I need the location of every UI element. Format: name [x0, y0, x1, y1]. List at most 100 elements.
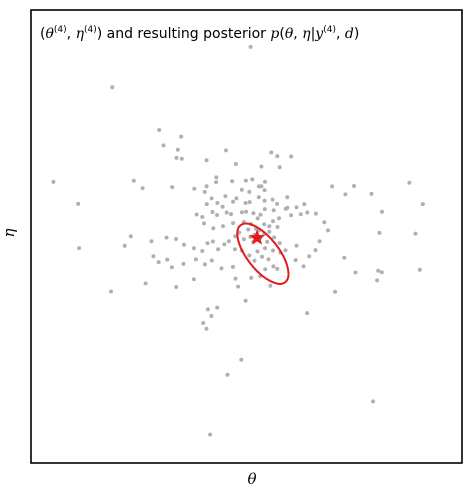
plot-frame: [30, 9, 463, 464]
scatter-point: [76, 201, 81, 206]
scatter-point: [232, 247, 237, 252]
scatter-point: [343, 192, 348, 197]
scatter-point: [205, 307, 210, 312]
scatter-point: [157, 128, 162, 132]
scatter-point: [231, 221, 236, 226]
scatter-point: [267, 229, 272, 234]
scatter-point: [307, 254, 312, 259]
scatter-point: [277, 165, 282, 170]
scatter-point: [413, 231, 418, 236]
scatter-point: [225, 372, 230, 377]
scatter-point: [156, 260, 161, 265]
scatter-point: [244, 209, 249, 214]
scatter-point: [289, 213, 294, 218]
scatter-point: [369, 191, 374, 196]
scatter-point: [193, 257, 198, 262]
scatter-point: [233, 162, 238, 166]
scatter-point: [205, 241, 210, 246]
scatter-point: [352, 184, 356, 188]
scatter-point: [256, 195, 261, 200]
scatter-point: [210, 239, 215, 244]
scatter-point: [164, 235, 169, 240]
scatter-point: [202, 262, 207, 267]
scatter-point: [223, 194, 228, 199]
scatter-point: [243, 178, 248, 183]
scatter-point: [250, 177, 255, 182]
scatter-point: [272, 235, 277, 240]
scatter-point: [294, 243, 299, 248]
scatter-point: [234, 196, 239, 201]
scatter-point: [131, 178, 136, 183]
scatter-point: [313, 211, 318, 216]
scatter-point: [353, 270, 358, 275]
scatter-point: [204, 326, 209, 331]
scatter-point: [170, 185, 175, 190]
scatter-point: [266, 257, 271, 262]
scatter-point: [270, 197, 275, 202]
scatter-point: [326, 228, 330, 233]
scatter-point: [128, 234, 133, 239]
scatter-point: [240, 210, 244, 215]
scatter-point: [201, 321, 206, 325]
scatter-point: [247, 189, 252, 194]
scatter-point: [417, 267, 422, 272]
scatter-point: [371, 399, 375, 404]
scatter-point: [379, 270, 384, 275]
true-parameter-star-marker: [249, 229, 266, 245]
scatter-point: [267, 224, 272, 229]
scatter-point: [181, 261, 186, 266]
scatter-point: [255, 216, 260, 221]
scatter-point: [174, 285, 179, 289]
scatter-point: [298, 212, 303, 217]
scatter-point: [204, 202, 209, 207]
scatter-point: [294, 205, 299, 210]
scatter-point: [293, 258, 298, 263]
scatter-point: [305, 311, 310, 316]
scatter-point: [259, 164, 264, 169]
scatter-point: [229, 212, 233, 217]
scatter-point: [122, 243, 127, 248]
scatter-point: [215, 201, 220, 205]
posterior-overlay: [236, 222, 290, 285]
scatter-point: [230, 179, 235, 184]
scatter-point: [214, 180, 219, 185]
scatter-point: [202, 221, 206, 226]
scatter-point: [209, 196, 214, 201]
scatter-point: [330, 184, 335, 189]
scatter-point: [210, 210, 215, 214]
scatter-point: [239, 187, 244, 192]
scatter-point: [233, 234, 238, 239]
scatter-point: [143, 281, 148, 286]
scatter-point: [275, 154, 280, 159]
scatter-point: [283, 248, 288, 253]
scatter-point: [226, 239, 231, 244]
scatter-point: [211, 226, 216, 231]
scatter-point: [380, 209, 384, 214]
scatter-point: [165, 257, 170, 262]
scatter-point: [200, 215, 205, 219]
scatter-point: [204, 184, 209, 189]
scatter-point: [209, 258, 214, 263]
scatter-point: [249, 275, 254, 280]
scatter-point: [262, 222, 267, 227]
scatter-point: [262, 198, 267, 203]
scatter-point: [174, 155, 179, 160]
scatter-point: [271, 248, 275, 253]
scatter-point: [263, 246, 267, 251]
scatter-point: [251, 211, 256, 216]
scatter-point: [214, 175, 219, 180]
scatter-point: [283, 206, 288, 211]
scatter-point: [208, 432, 213, 437]
scatter-point: [313, 248, 318, 253]
scatter-point: [194, 212, 199, 217]
scatter-point: [192, 186, 197, 191]
scatter-point: [200, 249, 205, 253]
scatter-point: [179, 156, 184, 161]
scatter-point: [302, 202, 307, 207]
scatter-point: [231, 199, 236, 204]
scatter-point: [375, 278, 380, 283]
scatter-point: [174, 237, 178, 241]
scatter-point: [222, 242, 227, 247]
scatter-point: [265, 239, 270, 244]
scatter-point: [51, 179, 56, 184]
